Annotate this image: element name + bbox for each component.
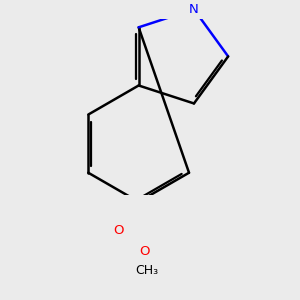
Text: CH₃: CH₃ bbox=[135, 264, 158, 277]
Text: N: N bbox=[189, 3, 199, 16]
Text: O: O bbox=[139, 245, 150, 258]
Text: O: O bbox=[113, 224, 124, 237]
